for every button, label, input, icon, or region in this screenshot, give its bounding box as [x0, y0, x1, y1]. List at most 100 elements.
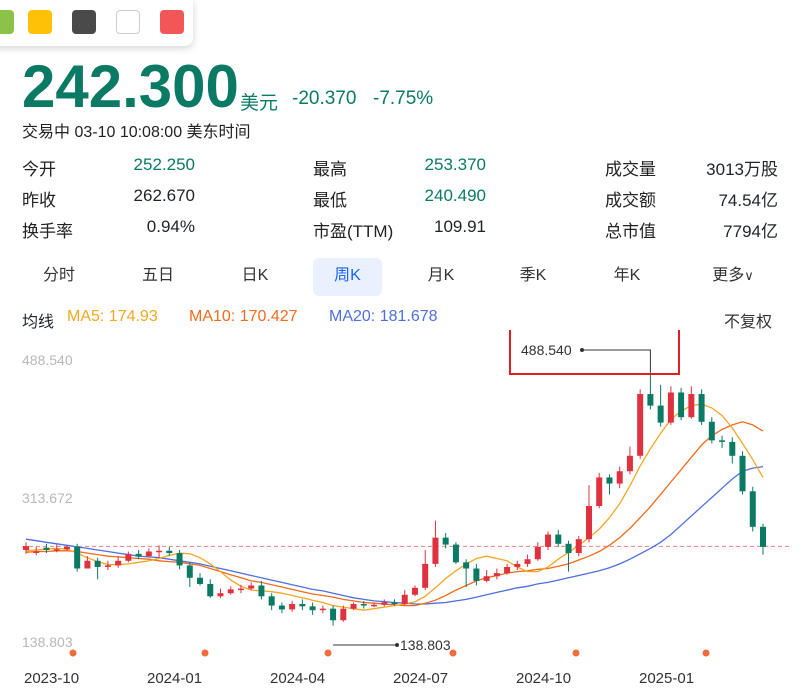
candle-body[interactable]	[616, 471, 623, 484]
weekly-k-chart[interactable]: 488.540 313.672 138.803 488.540 138.803 2023-…	[0, 330, 810, 699]
candle-body[interactable]	[760, 526, 766, 547]
candle-body[interactable]	[667, 392, 674, 423]
candle-body[interactable]	[729, 441, 736, 456]
candle-body[interactable]	[74, 546, 81, 569]
tab-intraday[interactable]: 分时	[42, 267, 75, 284]
ma-legend-label: 均线	[22, 314, 55, 331]
candle-body[interactable]	[289, 604, 296, 610]
tab-quarterly-k[interactable]: 季K	[519, 267, 547, 284]
candle-body[interactable]	[330, 608, 337, 621]
candle-body[interactable]	[401, 594, 408, 605]
candle-body[interactable]	[432, 537, 439, 564]
candle-body[interactable]	[23, 546, 29, 550]
candle-body[interactable]	[350, 604, 357, 609]
candle-body[interactable]	[647, 394, 654, 406]
swatch-dark-gray[interactable]	[72, 10, 96, 34]
candle-body[interactable]	[248, 585, 255, 589]
candle-body[interactable]	[53, 549, 60, 551]
candle-body[interactable]	[678, 392, 685, 418]
candle-body[interactable]	[442, 537, 449, 545]
candle-body[interactable]	[115, 560, 122, 566]
candle-body[interactable]	[340, 608, 347, 621]
candle-body[interactable]	[371, 604, 378, 607]
candle-body[interactable]	[268, 596, 275, 606]
event-marker-dot[interactable]	[69, 649, 77, 657]
event-marker-dot[interactable]	[201, 649, 209, 657]
candle-body[interactable]	[698, 394, 705, 422]
tab-monthly-k[interactable]: 月K	[427, 267, 455, 284]
ma5-legend: MA5: 174.93	[67, 308, 158, 325]
adjust-mode-button[interactable]: 不复权	[724, 314, 773, 331]
candle-body[interactable]	[657, 405, 664, 423]
candle-body[interactable]	[545, 534, 552, 547]
event-marker-dot[interactable]	[324, 649, 332, 657]
tab-five-day[interactable]: 五日	[141, 267, 174, 284]
event-marker-dot[interactable]	[702, 649, 710, 657]
swatch-yellow[interactable]	[28, 10, 52, 34]
candle-body[interactable]	[135, 553, 142, 557]
candle-body[interactable]	[719, 440, 726, 442]
candle-body[interactable]	[606, 477, 613, 484]
candle-body[interactable]	[197, 577, 204, 584]
candle-body[interactable]	[299, 604, 306, 607]
candle-body[interactable]	[217, 593, 224, 597]
candle-body[interactable]	[411, 587, 418, 595]
swatch-green[interactable]	[0, 10, 14, 34]
tab-weekly-k[interactable]: 周K	[313, 258, 382, 296]
candle-body[interactable]	[360, 604, 367, 606]
candle-body[interactable]	[63, 546, 70, 550]
candle-body[interactable]	[749, 491, 756, 527]
candle-body[interactable]	[278, 605, 285, 610]
candle-body[interactable]	[176, 553, 183, 566]
candle-body[interactable]	[422, 563, 429, 588]
candle-body[interactable]	[514, 563, 521, 567]
swatch-red[interactable]	[160, 10, 184, 34]
candle-body[interactable]	[381, 602, 388, 605]
candle-body[interactable]	[473, 568, 480, 581]
candle-body[interactable]	[504, 566, 511, 574]
tab-daily-k[interactable]: 日K	[241, 267, 269, 284]
candle-body[interactable]	[166, 550, 173, 554]
candle-body[interactable]	[94, 560, 101, 567]
candle-body[interactable]	[391, 602, 398, 605]
candle-body[interactable]	[145, 551, 152, 557]
candle-body[interactable]	[534, 546, 541, 560]
event-marker-dot[interactable]	[449, 649, 457, 657]
candle-body[interactable]	[33, 551, 40, 554]
stat-value-prev-close: 262.670	[133, 186, 195, 205]
candle-body[interactable]	[237, 588, 244, 591]
candle-body[interactable]	[319, 608, 326, 611]
tab-more[interactable]: 更多∨	[693, 258, 773, 296]
candle-body[interactable]	[463, 562, 470, 569]
candle-body[interactable]	[125, 553, 132, 561]
candle-body[interactable]	[575, 539, 582, 554]
tab-yearly-k[interactable]: 年K	[613, 267, 641, 284]
candle-body[interactable]	[596, 477, 603, 506]
stat-label-open: 今开	[22, 160, 56, 179]
candle-body[interactable]	[493, 573, 500, 577]
candle-body[interactable]	[227, 589, 234, 594]
candle-body[interactable]	[688, 394, 695, 418]
candle-body[interactable]	[555, 534, 562, 544]
candle-body[interactable]	[483, 576, 490, 581]
candle-body[interactable]	[258, 585, 265, 597]
candle-body[interactable]	[43, 547, 50, 550]
candle-body[interactable]	[104, 565, 111, 567]
candle-body[interactable]	[207, 583, 214, 597]
candle-body[interactable]	[156, 550, 163, 553]
x-tick-label: 2024-01	[147, 670, 202, 687]
swatch-white[interactable]	[116, 10, 140, 34]
candle-body[interactable]	[637, 394, 644, 456]
candle-body[interactable]	[524, 559, 531, 564]
candle-body[interactable]	[186, 565, 193, 578]
candle-body[interactable]	[452, 544, 459, 563]
candle-body[interactable]	[739, 455, 746, 492]
candle-body[interactable]	[84, 560, 91, 569]
candle-body[interactable]	[309, 606, 316, 611]
candle-body[interactable]	[626, 455, 633, 472]
candle-body[interactable]	[565, 543, 572, 554]
event-marker-dot[interactable]	[572, 649, 580, 657]
low-annotation-label: 138.803	[400, 637, 451, 653]
candle-body[interactable]	[708, 421, 715, 441]
candle-body[interactable]	[585, 505, 592, 540]
